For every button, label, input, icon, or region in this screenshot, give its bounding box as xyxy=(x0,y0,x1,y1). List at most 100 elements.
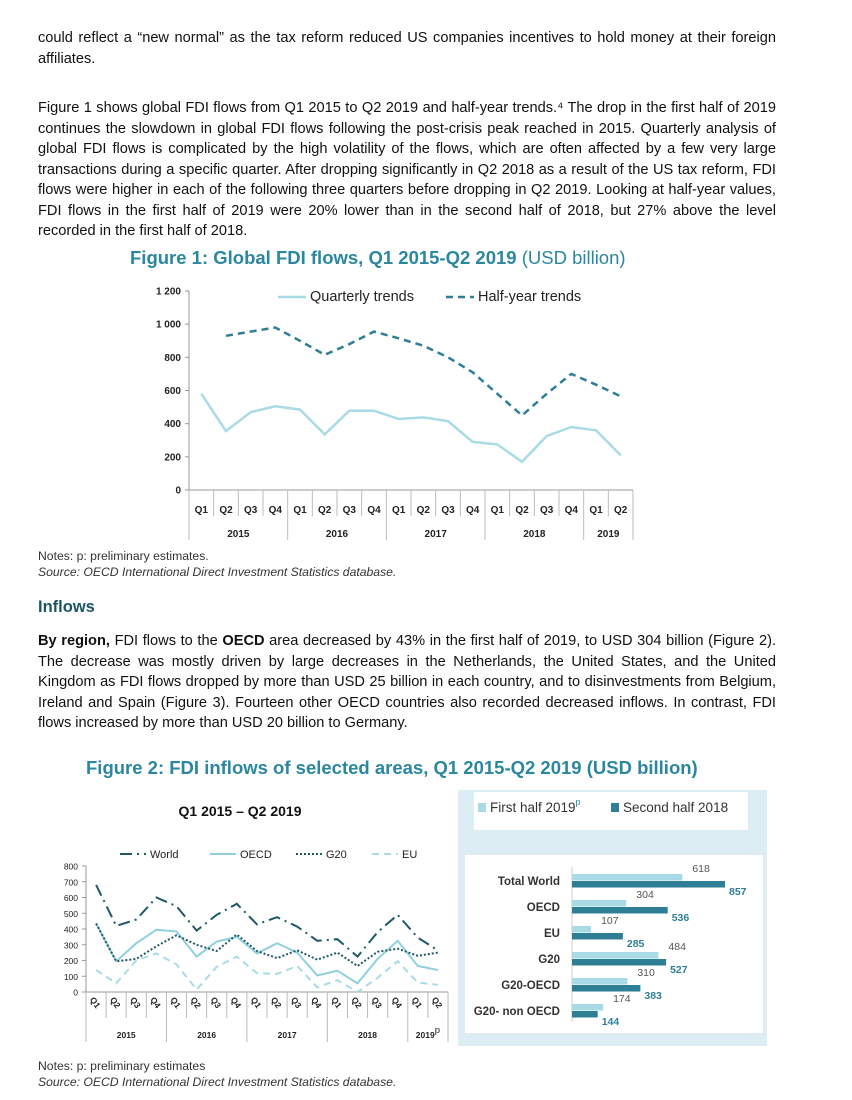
bar-value-label: 310 xyxy=(637,967,655,979)
year-label: 2015 xyxy=(117,1030,136,1040)
x-tick-label: Q4 xyxy=(309,995,324,1010)
series-line-half-year-trends xyxy=(225,326,622,418)
x-tick-label: Q1 xyxy=(168,995,183,1010)
y-tick-label: 700 xyxy=(64,877,78,887)
year-label: 2017 xyxy=(278,1030,297,1040)
series-line-quarterly-trends xyxy=(200,393,622,464)
legend-label: World xyxy=(150,849,179,861)
bar xyxy=(572,881,725,888)
paragraph: Figure 1 shows global FDI flows from Q1 … xyxy=(38,100,776,239)
bar-value-label: 527 xyxy=(670,964,688,976)
year-label: 2016 xyxy=(197,1030,216,1040)
bar-category-label: Total World xyxy=(498,876,560,888)
bar-value-label: 107 xyxy=(601,915,619,927)
y-tick-label: 500 xyxy=(64,909,78,919)
figure1-title: Figure 1: Global FDI flows, Q1 2015-Q2 2… xyxy=(130,247,626,269)
figure1-unit: (USD billion) xyxy=(521,247,626,268)
year-label: 2018 xyxy=(358,1030,377,1040)
figure2-title: Figure 2: FDI inflows of selected areas,… xyxy=(86,757,698,778)
y-tick-label: 1 200 xyxy=(156,287,181,298)
x-tick-label: Q4 xyxy=(390,995,405,1010)
x-tick-label: Q2 xyxy=(515,505,529,516)
figure2-source: Source: OECD International Direct Invest… xyxy=(38,1075,397,1089)
bar-value-label: 857 xyxy=(729,886,747,898)
legend-label: First half 2019p xyxy=(490,797,581,815)
x-tick-label: Q2 xyxy=(318,505,332,516)
bar-category-label: EU xyxy=(544,928,560,940)
x-tick-label: Q3 xyxy=(441,505,455,516)
x-tick-label: Q3 xyxy=(369,995,384,1010)
x-tick-label: Q4 xyxy=(269,505,283,516)
bar-value-label: 174 xyxy=(613,993,631,1005)
y-tick-label: 1 000 xyxy=(156,320,181,331)
text-bold: OECD xyxy=(222,633,265,649)
x-tick-label: Q2 xyxy=(188,995,203,1010)
series-line-world xyxy=(95,884,439,959)
section-heading: Inflows xyxy=(38,598,95,616)
series-line-g20 xyxy=(95,923,439,968)
bar xyxy=(572,985,641,992)
bar xyxy=(572,959,667,966)
y-tick-label: 0 xyxy=(73,988,78,998)
year-label: 2015 xyxy=(227,529,250,540)
bar-value-label: 484 xyxy=(668,941,686,953)
figure2-notes: Notes: p: preliminary estimates xyxy=(38,1059,206,1073)
x-tick-label: Q4 xyxy=(466,505,480,516)
series-line-oecd xyxy=(95,923,439,985)
y-tick-label: 800 xyxy=(164,353,181,364)
text: FDI flows to the xyxy=(109,633,223,649)
bar xyxy=(572,1004,604,1011)
figure1-title-text: Figure 1: Global FDI flows, Q1 2015-Q2 2… xyxy=(130,247,517,268)
bar xyxy=(572,874,683,881)
x-tick-label: Q3 xyxy=(244,505,258,516)
x-tick-label: Q3 xyxy=(128,995,143,1010)
x-tick-label: Q2 xyxy=(614,505,628,516)
x-tick-label: Q1 xyxy=(589,505,603,516)
x-tick-label: Q1 xyxy=(491,505,505,516)
x-tick-label: Q1 xyxy=(195,505,209,516)
x-tick-label: Q1 xyxy=(293,505,307,516)
figure2-subtitle: Q1 2015 – Q2 2019 xyxy=(179,803,302,819)
x-tick-label: Q1 xyxy=(249,995,264,1010)
legend-label: EU xyxy=(402,849,417,861)
lead: By region, xyxy=(38,633,110,649)
x-tick-label: Q3 xyxy=(289,995,304,1010)
bar xyxy=(572,952,659,959)
legend-label: OECD xyxy=(240,849,272,861)
x-tick-label: Q2 xyxy=(430,995,445,1010)
bar-value-label: 618 xyxy=(692,863,710,875)
bar xyxy=(572,933,623,940)
legend-label: Half-year trends xyxy=(478,289,581,305)
y-tick-label: 800 xyxy=(64,862,78,872)
bar-value-label: 536 xyxy=(672,912,690,924)
x-tick-label: Q2 xyxy=(349,995,364,1010)
x-tick-label: Q1 xyxy=(329,995,344,1010)
bar xyxy=(572,926,592,933)
year-label: 2019 xyxy=(597,529,620,540)
x-tick-label: Q1 xyxy=(392,505,406,516)
bar-value-label: 383 xyxy=(644,990,662,1002)
y-tick-label: 0 xyxy=(175,486,181,497)
legend-label: Second half 2018 xyxy=(623,800,728,815)
x-tick-label: Q2 xyxy=(417,505,431,516)
bar xyxy=(572,907,668,914)
bar-value-label: 285 xyxy=(627,938,645,950)
bar-category-label: G20- non OECD xyxy=(474,1006,560,1018)
bar-category-label: OECD xyxy=(527,902,560,914)
y-tick-label: 300 xyxy=(64,940,78,950)
figure1-source: Source: OECD International Direct Invest… xyxy=(38,565,397,579)
y-tick-label: 400 xyxy=(164,419,181,430)
year-label: 2017 xyxy=(425,529,448,540)
bar-category-label: G20-OECD xyxy=(501,980,560,992)
year-label: 2018 xyxy=(523,529,546,540)
x-tick-label: Q4 xyxy=(367,505,381,516)
bar xyxy=(572,900,627,907)
x-tick-label: Q2 xyxy=(269,995,284,1010)
x-tick-label: Q3 xyxy=(209,995,224,1010)
series-line-eu xyxy=(95,952,439,994)
x-tick-label: Q1 xyxy=(410,995,425,1010)
paragraph: could reflect a “new normal” as the tax … xyxy=(38,30,776,67)
figure1-notes: Notes: p: preliminary estimates. xyxy=(38,549,209,563)
